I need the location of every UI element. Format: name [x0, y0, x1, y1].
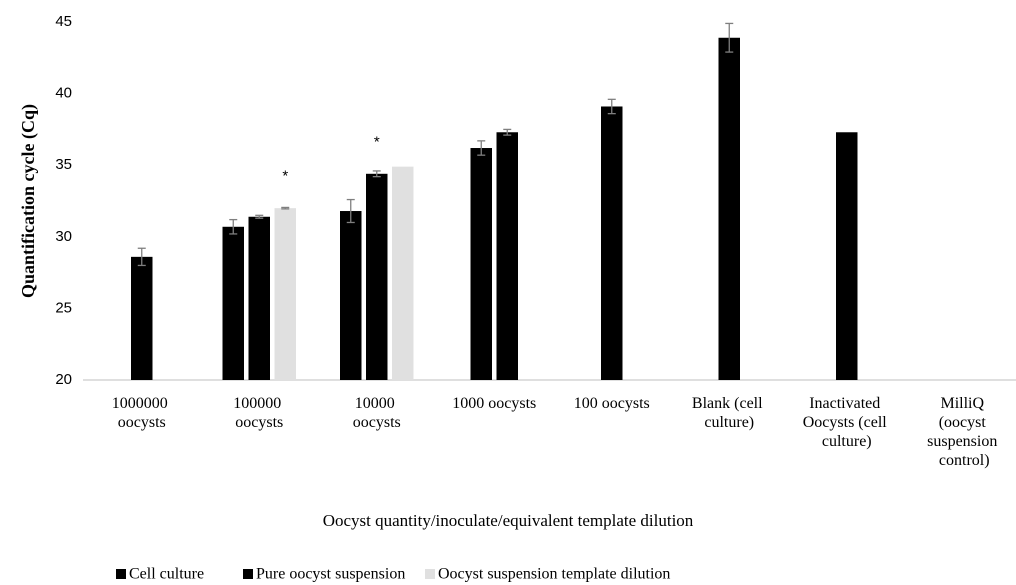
x-tick-label: Inactivated Oocysts (cell culture): [803, 395, 891, 450]
legend-label: Cell culture: [129, 566, 204, 583]
legend-swatch: [425, 569, 435, 579]
x-tick-label: 100000 oocysts: [233, 395, 285, 431]
bar: [274, 208, 296, 380]
x-tick-label: 1000 oocysts: [452, 395, 536, 412]
annotation: *: [374, 133, 380, 150]
y-tick-label: 45: [55, 13, 72, 30]
y-tick-label: 35: [55, 156, 72, 173]
legend-swatch: [116, 569, 126, 579]
bar: [248, 216, 270, 380]
bar: [366, 173, 388, 380]
y-tick-label: 30: [55, 228, 72, 245]
x-tick-label: MilliQ (oocyst suspension control): [927, 395, 1001, 469]
bar: [496, 132, 518, 380]
bar: [222, 226, 244, 380]
bar: [131, 256, 153, 380]
x-tick-label: 1000000 oocysts: [112, 395, 172, 431]
y-tick-label: 20: [55, 371, 72, 388]
y-axis-title: Quantification cycle (Cq): [18, 104, 39, 298]
bar: [392, 166, 414, 380]
bar: [601, 106, 623, 380]
x-tick-label: 100 oocysts: [574, 395, 650, 412]
bar: [470, 148, 492, 380]
y-tick-label: 40: [55, 85, 72, 102]
legend-label: Pure oocyst suspension: [256, 566, 405, 583]
y-tick-label: 25: [55, 299, 72, 316]
legend-label: Oocyst suspension template dilution: [438, 566, 670, 583]
x-tick-label: 10000 oocysts: [353, 395, 401, 431]
bar: [836, 132, 858, 380]
bar: [718, 37, 740, 380]
x-axis-title: Oocyst quantity/inoculate/equivalent tem…: [323, 511, 694, 530]
annotation: *: [282, 168, 288, 185]
bar: [340, 211, 362, 380]
x-tick-label: Blank (cell culture): [692, 395, 767, 431]
legend-swatch: [243, 569, 253, 579]
